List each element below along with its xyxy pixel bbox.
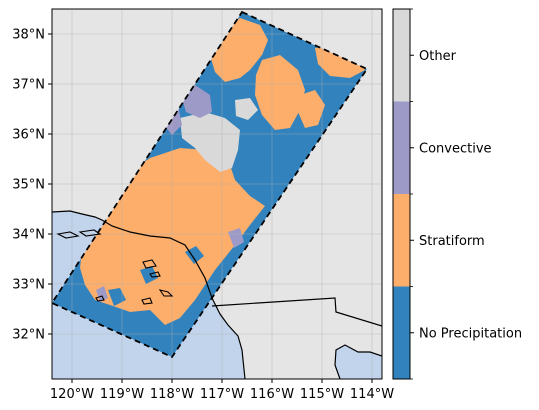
colorbar-label: No Precipitation (419, 326, 522, 341)
no-precip-patch-1 (185, 246, 204, 264)
us-mexico-border (211, 297, 382, 327)
convective-area-4 (96, 286, 108, 302)
colorbar: Other Convective Stratiform No Precipitatio… (392, 8, 522, 380)
colorbar-segment (393, 286, 410, 379)
x-tick-label: 116°W (250, 387, 294, 402)
swath-fill (52, 12, 367, 357)
x-axis: 120°W 119°W 118°W 117°W 116°W 115°W 114°W (50, 379, 394, 402)
channel-islands (56, 229, 174, 305)
colorbar-segment (393, 194, 410, 287)
colorbar-label: Convective (419, 141, 492, 156)
x-tick-label: 119°W (100, 387, 144, 402)
y-tick-label: 38°N (12, 28, 45, 43)
y-tick-label: 33°N (12, 278, 45, 293)
convective-area-3 (228, 228, 244, 248)
colorbar-frame (392, 8, 411, 380)
no-precip-patch-2 (140, 266, 158, 284)
gulf-of-california (335, 345, 382, 379)
stratiform-area-north-3 (315, 45, 365, 78)
y-axis: 32°N 33°N 34°N 35°N 36°N 37°N 38°N (12, 28, 52, 343)
y-tick-label: 37°N (12, 78, 45, 93)
stratiform-area-north-2 (255, 55, 305, 130)
y-tick-label: 34°N (12, 228, 45, 243)
no-precip-patch-3 (108, 288, 126, 306)
stratiform-area-main (80, 148, 265, 325)
coastline (52, 210, 246, 379)
x-tick-label: 118°W (150, 387, 194, 402)
gridlines (52, 9, 382, 379)
colorbar-label: Stratiform (419, 234, 485, 249)
x-tick-label: 115°W (300, 387, 344, 402)
swath-outline (52, 10, 369, 359)
map-layers (52, 9, 382, 379)
colorbar-segment (393, 9, 410, 102)
other-area-2 (235, 98, 258, 120)
x-tick-label: 120°W (50, 387, 94, 402)
baja-east-coast (334, 344, 382, 379)
x-tick-label: 114°W (350, 387, 394, 402)
y-tick-label: 36°N (12, 128, 45, 143)
colorbar-label: Other (419, 49, 457, 64)
other-area-1 (180, 112, 240, 172)
y-tick-label: 35°N (12, 178, 45, 193)
stratiform-area-north-4 (298, 90, 325, 128)
colorbar-segment (393, 101, 410, 194)
y-tick-label: 32°N (12, 328, 45, 343)
map-frame (51, 8, 383, 380)
x-tick-label: 117°W (200, 387, 244, 402)
